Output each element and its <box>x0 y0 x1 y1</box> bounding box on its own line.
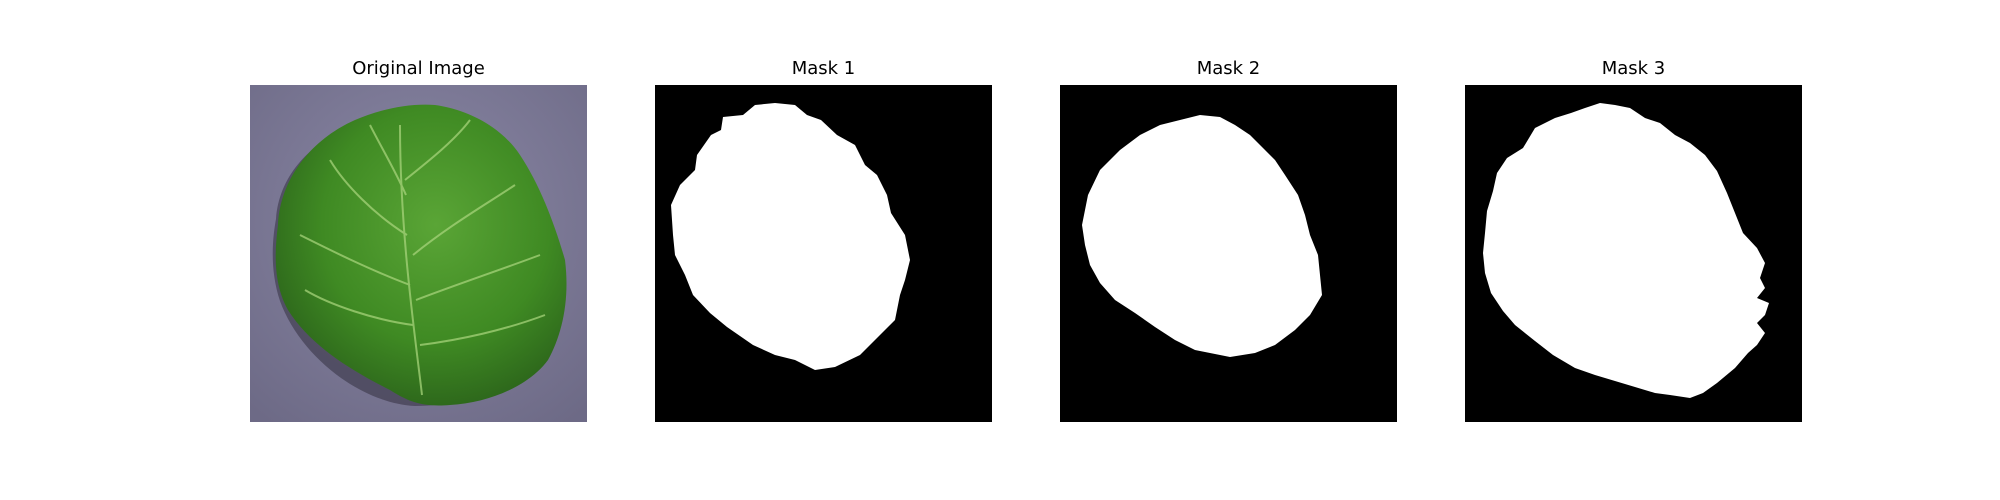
panel-title-mask-3: Mask 3 <box>1601 58 1666 79</box>
leaf-photo <box>250 85 587 422</box>
original-image <box>250 85 587 422</box>
mask-1-image <box>655 85 992 422</box>
leaf-veins <box>299 119 546 396</box>
mask-2-image <box>1060 85 1397 422</box>
panel-title-mask-2: Mask 2 <box>1196 58 1261 79</box>
mask-3-image <box>1465 85 1802 422</box>
panel-title-mask-1: Mask 1 <box>791 58 856 79</box>
panel-title-original: Original Image <box>352 58 485 79</box>
mask-3-shape <box>1465 85 1802 422</box>
mask-1-shape <box>655 85 992 422</box>
mask-2-shape <box>1060 85 1397 422</box>
